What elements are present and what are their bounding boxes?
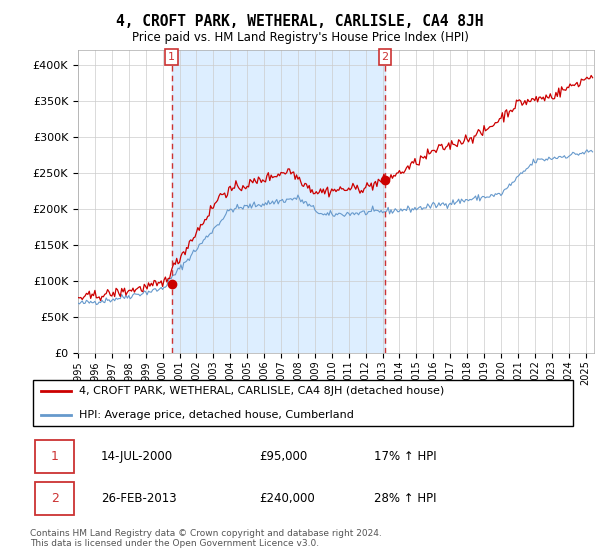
Bar <box>172 50 385 353</box>
Text: Price paid vs. HM Land Registry's House Price Index (HPI): Price paid vs. HM Land Registry's House … <box>131 31 469 44</box>
Text: 1: 1 <box>50 450 59 463</box>
FancyBboxPatch shape <box>35 440 74 473</box>
Text: 26-FEB-2013: 26-FEB-2013 <box>101 492 176 505</box>
Text: 1: 1 <box>168 52 175 62</box>
FancyBboxPatch shape <box>33 380 573 426</box>
Text: 17% ↑ HPI: 17% ↑ HPI <box>374 450 437 463</box>
Text: 14-JUL-2000: 14-JUL-2000 <box>101 450 173 463</box>
Text: 2: 2 <box>50 492 59 505</box>
Text: £240,000: £240,000 <box>259 492 315 505</box>
Text: 4, CROFT PARK, WETHERAL, CARLISLE, CA4 8JH: 4, CROFT PARK, WETHERAL, CARLISLE, CA4 8… <box>116 14 484 29</box>
Text: £95,000: £95,000 <box>259 450 308 463</box>
Text: HPI: Average price, detached house, Cumberland: HPI: Average price, detached house, Cumb… <box>79 410 354 421</box>
Text: Contains HM Land Registry data © Crown copyright and database right 2024.: Contains HM Land Registry data © Crown c… <box>30 529 382 538</box>
Text: 2: 2 <box>382 52 389 62</box>
Text: 4, CROFT PARK, WETHERAL, CARLISLE, CA4 8JH (detached house): 4, CROFT PARK, WETHERAL, CARLISLE, CA4 8… <box>79 386 445 396</box>
Text: 28% ↑ HPI: 28% ↑ HPI <box>374 492 436 505</box>
FancyBboxPatch shape <box>35 482 74 515</box>
Text: This data is licensed under the Open Government Licence v3.0.: This data is licensed under the Open Gov… <box>30 539 319 548</box>
